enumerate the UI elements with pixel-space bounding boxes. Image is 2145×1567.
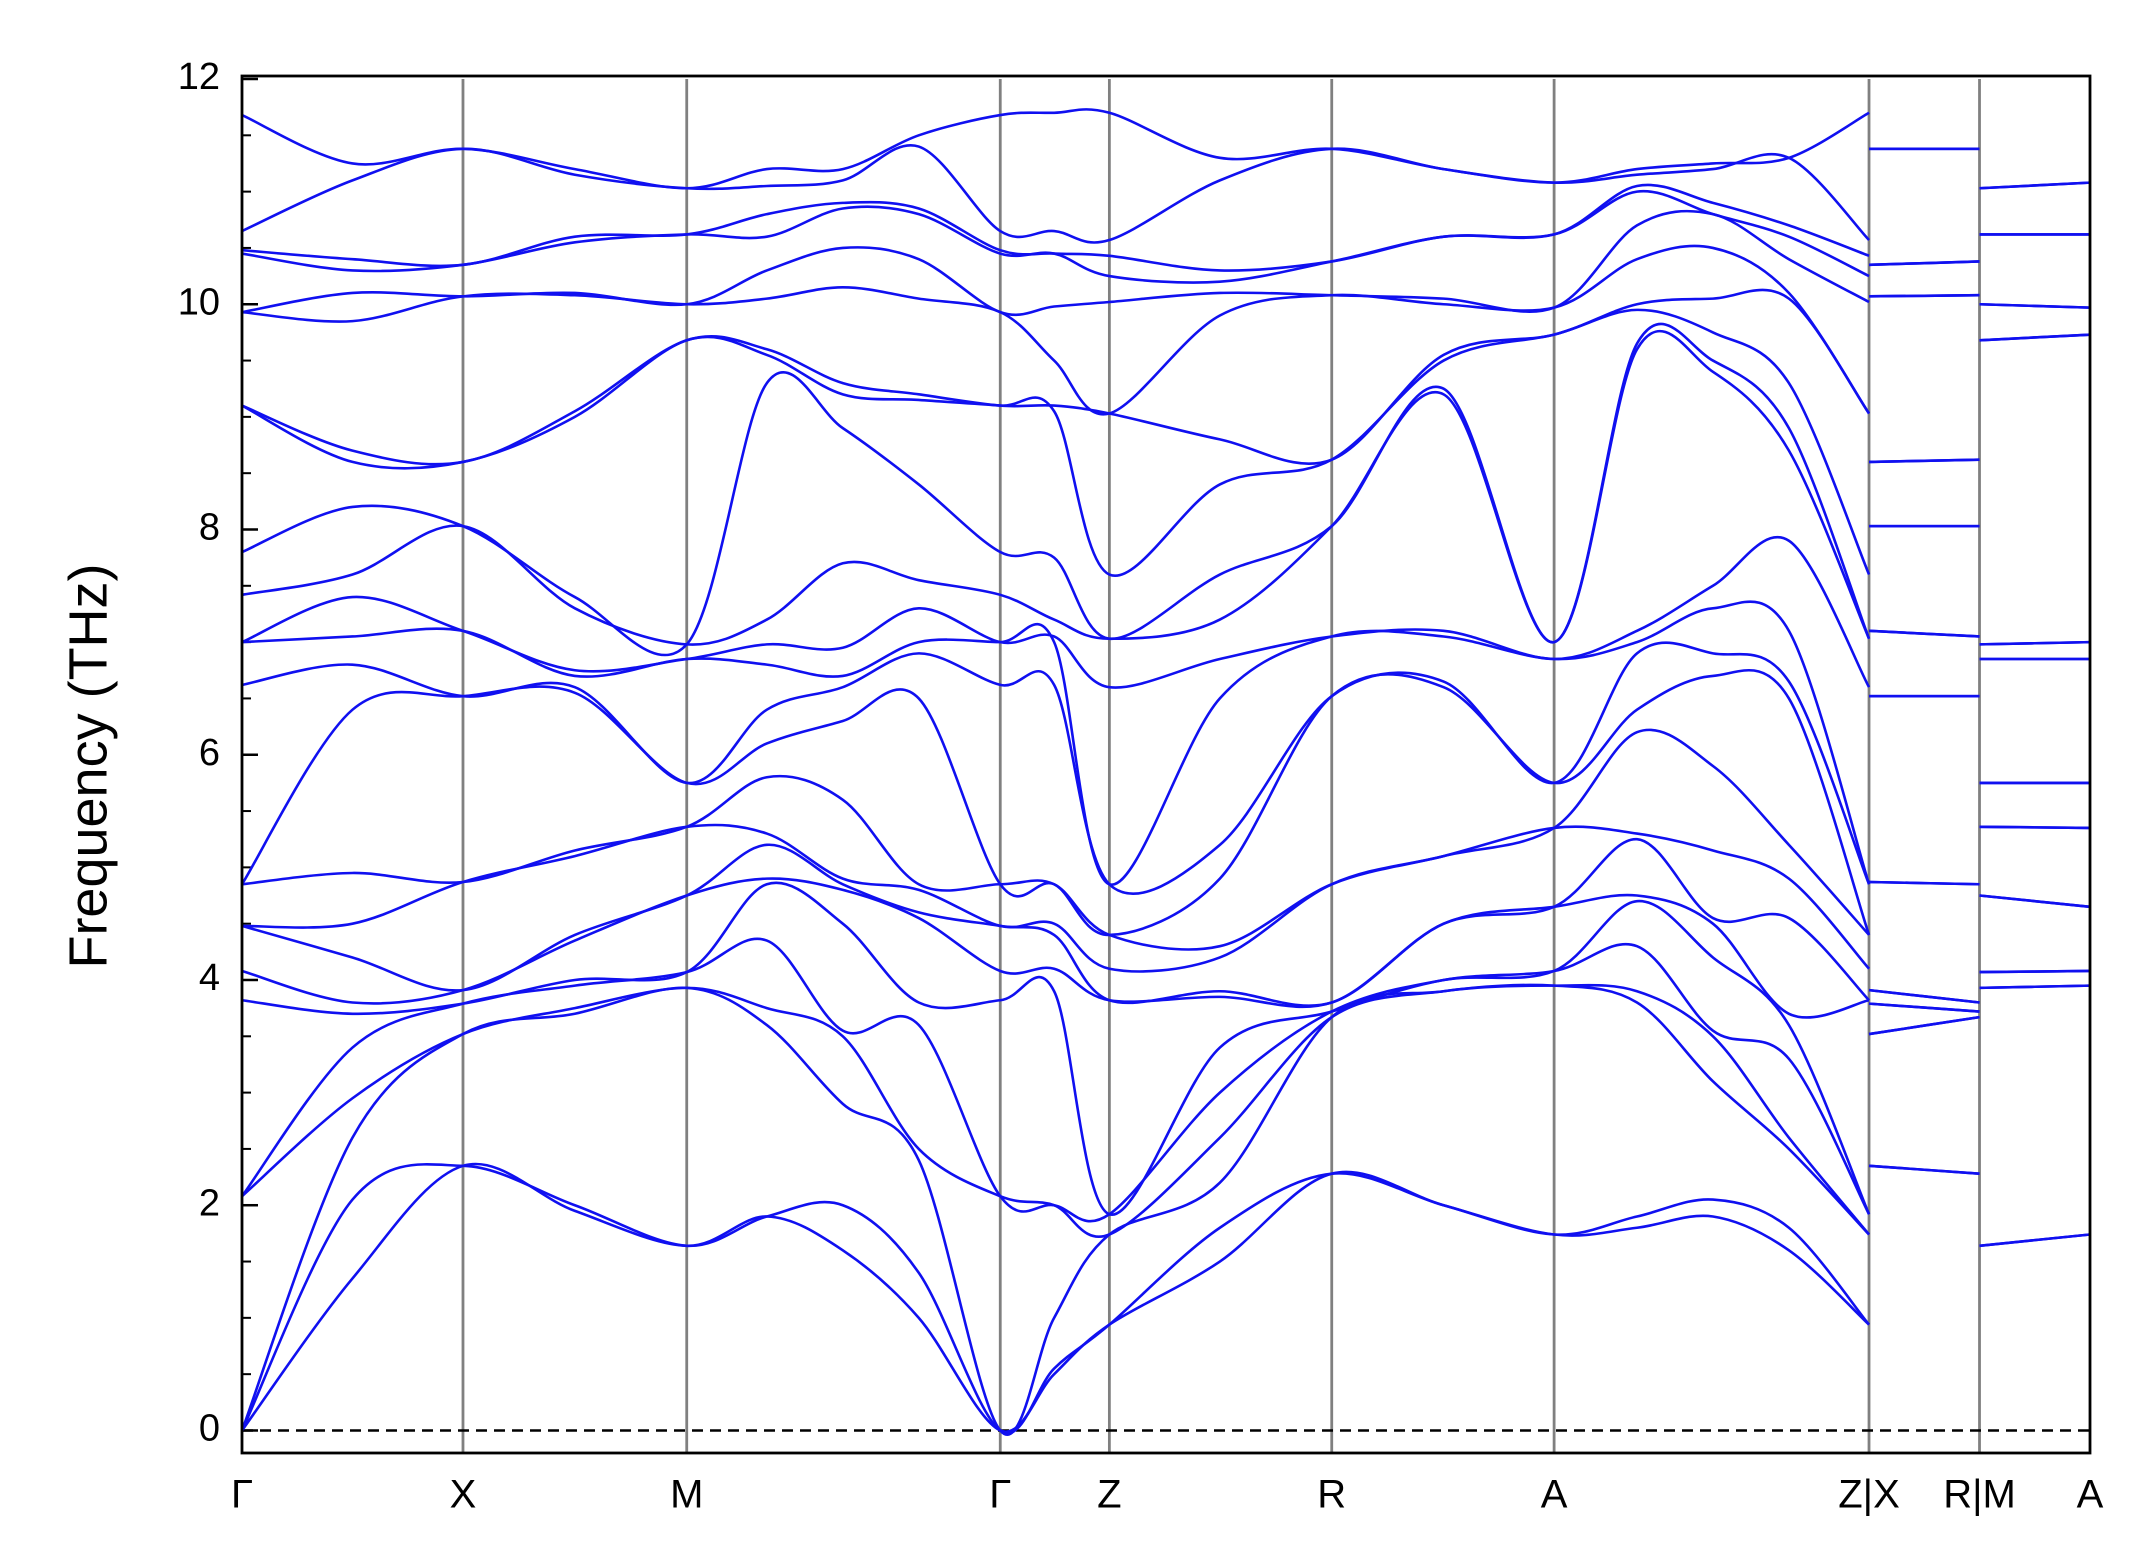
x-tick-label: A — [2077, 1473, 2104, 1517]
x-tick-label: Z — [1097, 1473, 1121, 1517]
y-tick-label: 2 — [199, 1182, 220, 1224]
band — [240, 983, 2091, 1436]
x-tick-label: R|M — [1943, 1473, 2016, 1517]
y-tick-label: 12 — [178, 56, 220, 98]
band — [241, 600, 2090, 886]
band — [241, 837, 2091, 1007]
y-tick-label: 4 — [199, 957, 220, 999]
band — [241, 209, 2091, 317]
x-tick-label: M — [670, 1473, 703, 1517]
y-tick-label: 8 — [199, 507, 220, 549]
band — [241, 183, 2090, 272]
band — [241, 881, 2091, 1216]
x-tick-label: A — [1541, 1473, 1568, 1517]
band — [241, 728, 2091, 951]
band — [241, 322, 2091, 657]
band — [240, 1162, 2091, 1433]
band — [241, 108, 2091, 190]
x-tick-label: R — [1317, 1473, 1346, 1517]
band — [241, 288, 2091, 466]
y-tick-label: 10 — [178, 281, 220, 323]
x-tick-label: Γ — [231, 1473, 253, 1517]
band — [241, 535, 2090, 689]
x-tick-label: Γ — [989, 1473, 1011, 1517]
band — [241, 641, 2090, 895]
plot-frame — [240, 74, 2092, 1455]
y-tick-label: 6 — [199, 732, 220, 774]
band — [241, 189, 2090, 284]
x-tick-label: Z|X — [1838, 1473, 1900, 1517]
band — [240, 1163, 2091, 1435]
y-axis-label: Frequency (THz) — [58, 563, 118, 968]
band — [241, 330, 2091, 646]
band — [241, 983, 2091, 1238]
x-tick-label: X — [450, 1473, 477, 1517]
y-tick-label: 0 — [199, 1408, 220, 1450]
band — [241, 143, 2091, 244]
